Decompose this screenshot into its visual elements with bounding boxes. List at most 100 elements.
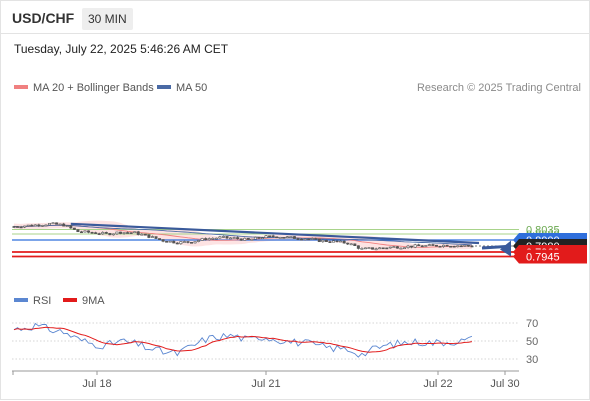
candle <box>26 224 30 227</box>
candle <box>413 243 417 249</box>
candle <box>232 236 236 239</box>
ma20-legend-swatch <box>14 85 28 89</box>
candle <box>349 243 353 246</box>
candle <box>282 237 286 239</box>
candle <box>90 231 94 234</box>
candle <box>104 231 108 234</box>
candle <box>186 241 190 244</box>
candle <box>211 237 215 240</box>
ma50-legend-swatch <box>157 85 171 89</box>
candle <box>115 231 119 236</box>
candle <box>463 244 467 247</box>
projection-arrow-head <box>500 240 511 257</box>
candle <box>285 236 289 239</box>
candle <box>33 224 37 227</box>
candles <box>12 222 474 251</box>
candle <box>136 230 140 236</box>
candle <box>388 246 392 249</box>
candle <box>378 247 382 250</box>
candle <box>51 222 55 225</box>
candle <box>69 225 73 229</box>
candle <box>417 243 421 247</box>
price-levels <box>12 229 519 258</box>
candle <box>307 238 311 241</box>
candle <box>147 234 151 239</box>
copyright-label: Research © 2025 Trading Central <box>417 82 581 94</box>
candle <box>410 245 414 249</box>
candle <box>204 237 208 241</box>
candle <box>303 238 307 241</box>
ma50-line <box>13 224 472 246</box>
candle <box>16 225 20 228</box>
candle <box>392 246 396 248</box>
candle <box>47 222 51 226</box>
candle <box>353 243 357 247</box>
candle <box>424 245 428 247</box>
candle <box>214 237 218 240</box>
candle <box>260 236 264 240</box>
candle <box>37 223 41 228</box>
candle <box>179 241 183 245</box>
candle <box>278 236 282 239</box>
candle <box>239 238 243 241</box>
candle <box>190 242 194 244</box>
candle <box>197 240 201 243</box>
candle <box>385 247 389 250</box>
candle <box>268 235 272 238</box>
candle <box>172 240 176 244</box>
candle <box>76 229 80 233</box>
candle <box>154 236 158 239</box>
candle <box>19 225 23 229</box>
candle <box>321 239 325 243</box>
candle <box>324 239 328 243</box>
candle <box>30 224 34 227</box>
candle <box>395 246 399 249</box>
candle <box>175 242 179 245</box>
projection-arrow-shaft <box>481 245 507 250</box>
candle <box>253 236 257 240</box>
resistance-trendline <box>70 222 480 245</box>
candle <box>314 237 318 240</box>
candle <box>356 245 360 250</box>
candle <box>108 232 112 236</box>
candle <box>168 240 172 243</box>
candle <box>342 240 346 244</box>
candle <box>420 245 424 248</box>
candle <box>119 231 123 235</box>
candle <box>381 247 385 250</box>
symbol-label: USD/CHF <box>12 10 75 26</box>
candle <box>221 235 225 238</box>
candle <box>143 233 147 236</box>
rsi-ma-line <box>13 326 472 353</box>
candle <box>200 237 204 241</box>
candle <box>65 225 69 227</box>
candle <box>470 245 474 248</box>
candle <box>150 235 154 238</box>
candle <box>431 243 435 246</box>
candle <box>371 247 375 250</box>
candle <box>331 239 335 243</box>
candle <box>296 237 300 241</box>
candle <box>161 239 165 243</box>
candle <box>62 222 66 227</box>
timeframe-button[interactable]: 30 MIN <box>82 8 133 30</box>
candle <box>250 238 254 241</box>
x-tick-label: Jul 21 <box>251 378 280 390</box>
candle <box>55 222 59 225</box>
candle <box>399 247 403 250</box>
candle <box>83 230 87 233</box>
candle <box>360 247 364 250</box>
candle <box>207 237 211 241</box>
candle <box>438 245 442 248</box>
candle <box>246 237 250 240</box>
candle <box>182 240 186 243</box>
candle <box>12 225 16 228</box>
level-tag-0.7945 <box>513 249 587 264</box>
candle <box>335 240 339 243</box>
candle <box>243 237 247 241</box>
candle <box>23 225 27 229</box>
x-tick-label: Jul 30 <box>490 378 519 390</box>
candle <box>129 232 133 234</box>
